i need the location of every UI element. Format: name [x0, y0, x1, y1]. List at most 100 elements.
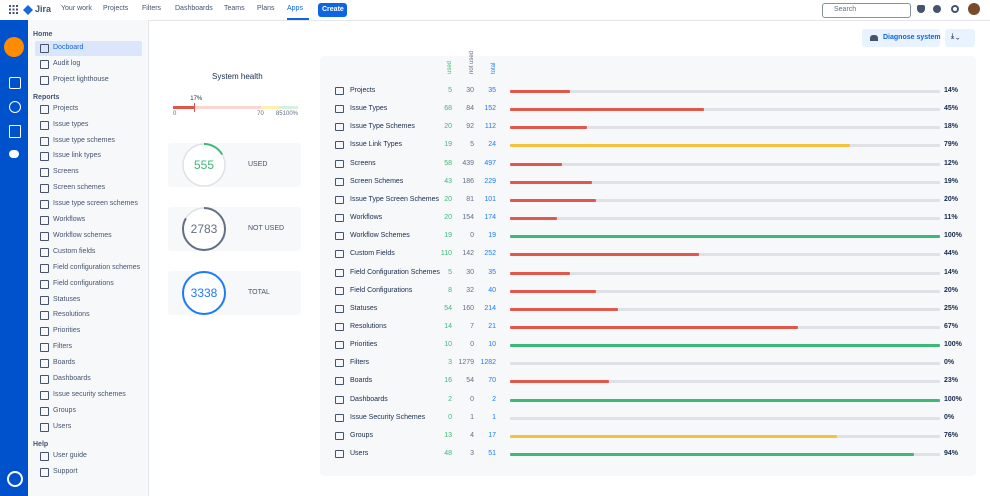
row-percent: 18%: [944, 123, 959, 131]
avatar[interactable]: [968, 3, 980, 15]
sidebar-icon: [40, 216, 49, 225]
row-used: 48: [444, 450, 452, 457]
row-icon: [335, 87, 344, 95]
row-used: 16: [444, 377, 452, 385]
bar-track: [510, 271, 940, 275]
sidebar-item[interactable]: Field configurations: [53, 279, 114, 287]
row-percent: 14%: [944, 268, 959, 276]
sidebar-item[interactable]: Filters: [53, 343, 73, 351]
sidebar-item[interactable]: Field configuration schemes: [53, 263, 141, 271]
sidebar-item[interactable]: Issue type screen schemes: [53, 200, 138, 208]
sidebar-item[interactable]: Docboard: [53, 44, 84, 51]
summary-label: NOT USED: [248, 225, 285, 232]
sidebar-item[interactable]: Custom fields: [53, 247, 96, 255]
row-percent: 45%: [944, 105, 959, 113]
nav-item[interactable]: Plans: [257, 5, 275, 12]
sidebar-item[interactable]: Boards: [53, 359, 76, 367]
nav-item[interactable]: Your work: [61, 5, 92, 12]
row-used: 20: [444, 214, 452, 222]
bar-fill: [510, 108, 704, 112]
row-icon: [335, 359, 344, 368]
nav-item[interactable]: Projects: [103, 5, 129, 12]
sidebar-item[interactable]: Users: [53, 422, 72, 430]
rail-icon[interactable]: [9, 150, 19, 158]
row-used: 14: [444, 322, 452, 330]
health-marker: [194, 103, 196, 112]
rail-icon[interactable]: [9, 101, 21, 113]
notifications-icon[interactable]: [917, 5, 925, 13]
row-used: 43: [444, 177, 452, 185]
search-box[interactable]: [822, 3, 911, 18]
sidebar-item[interactable]: Screens: [53, 168, 79, 176]
row-name: Field Configuration Schemes: [350, 268, 440, 276]
row-total: 174: [484, 214, 496, 222]
sidebar-item[interactable]: Audit log: [53, 59, 81, 67]
row-not-used: 1: [470, 413, 474, 421]
sidebar-icon: [40, 375, 49, 384]
sidebar-item[interactable]: Issue types: [53, 120, 89, 128]
bar-fill: [510, 126, 588, 130]
sidebar-item[interactable]: Dashboards: [53, 375, 91, 382]
nav-item[interactable]: Filters: [142, 5, 162, 12]
app-logo[interactable]: [4, 37, 24, 57]
diagnose-icon: [870, 35, 878, 41]
sidebar-icon: [40, 152, 49, 162]
settings-icon[interactable]: [951, 5, 959, 13]
sidebar-item[interactable]: Groups: [53, 406, 76, 414]
create-button[interactable]: [318, 3, 347, 17]
sidebar-item[interactable]: Priorities: [53, 327, 81, 335]
sidebar-item[interactable]: Issue type schemes: [53, 136, 115, 144]
sidebar-item[interactable]: Issue link types: [53, 152, 101, 160]
sidebar-icon: [40, 467, 49, 477]
sidebar-item[interactable]: Workflow schemes: [53, 231, 112, 239]
row-total: 17: [488, 431, 496, 439]
row-name: Issue Types: [350, 105, 388, 113]
product-name[interactable]: Jira: [35, 4, 52, 14]
health-zone: [173, 106, 261, 109]
row-total: 35: [488, 268, 496, 276]
nav-item[interactable]: Teams: [224, 5, 245, 12]
sidebar-item[interactable]: User guide: [53, 451, 87, 459]
sidebar-item[interactable]: Workflows: [53, 216, 86, 223]
bar-fill: [510, 344, 940, 348]
bar-track: [510, 108, 940, 112]
top-nav: [0, 0, 990, 21]
row-total: 152: [484, 105, 496, 113]
bar-fill: [510, 307, 618, 311]
row-used: 20: [444, 123, 452, 131]
sidebar-item[interactable]: Issue security schemes: [53, 390, 126, 398]
jira-logo[interactable]: [23, 5, 33, 15]
sidebar-item[interactable]: Statuses: [53, 295, 81, 303]
row-used: 0: [448, 413, 452, 421]
nav-item[interactable]: Dashboards: [175, 5, 213, 12]
health-scale-label: 0: [173, 111, 177, 117]
row-icon: [335, 177, 344, 186]
settings-icon[interactable]: [7, 471, 23, 487]
row-total: 70: [488, 377, 496, 385]
row-used: 10: [444, 341, 452, 349]
export-button[interactable]: [945, 29, 975, 47]
row-name: Priorities: [350, 341, 378, 349]
sidebar-icon: [40, 44, 49, 53]
sidebar-item[interactable]: Support: [53, 467, 78, 475]
sidebar-icon: [40, 359, 49, 369]
diagnose-button[interactable]: [862, 29, 940, 47]
help-icon[interactable]: [933, 5, 941, 13]
row-name: Workflows: [350, 214, 383, 222]
sidebar-item[interactable]: Project lighthouse: [53, 75, 109, 83]
rail-icon[interactable]: [9, 77, 21, 89]
sidebar-item[interactable]: Resolutions: [53, 311, 90, 319]
row-name: Dashboards: [350, 395, 388, 403]
row-not-used: 30: [466, 87, 474, 94]
nav-item[interactable]: Apps: [287, 5, 303, 12]
bar-fill: [510, 144, 850, 148]
sidebar-item[interactable]: Screen schemes: [53, 184, 106, 192]
sidebar-icon: [40, 422, 49, 432]
rail-icon[interactable]: [9, 125, 21, 138]
bar-track: [510, 180, 940, 184]
row-icon: [335, 141, 344, 150]
row-percent: 11%: [944, 214, 958, 222]
app-switcher[interactable]: [9, 5, 18, 14]
sidebar-item[interactable]: Projects: [53, 104, 79, 112]
